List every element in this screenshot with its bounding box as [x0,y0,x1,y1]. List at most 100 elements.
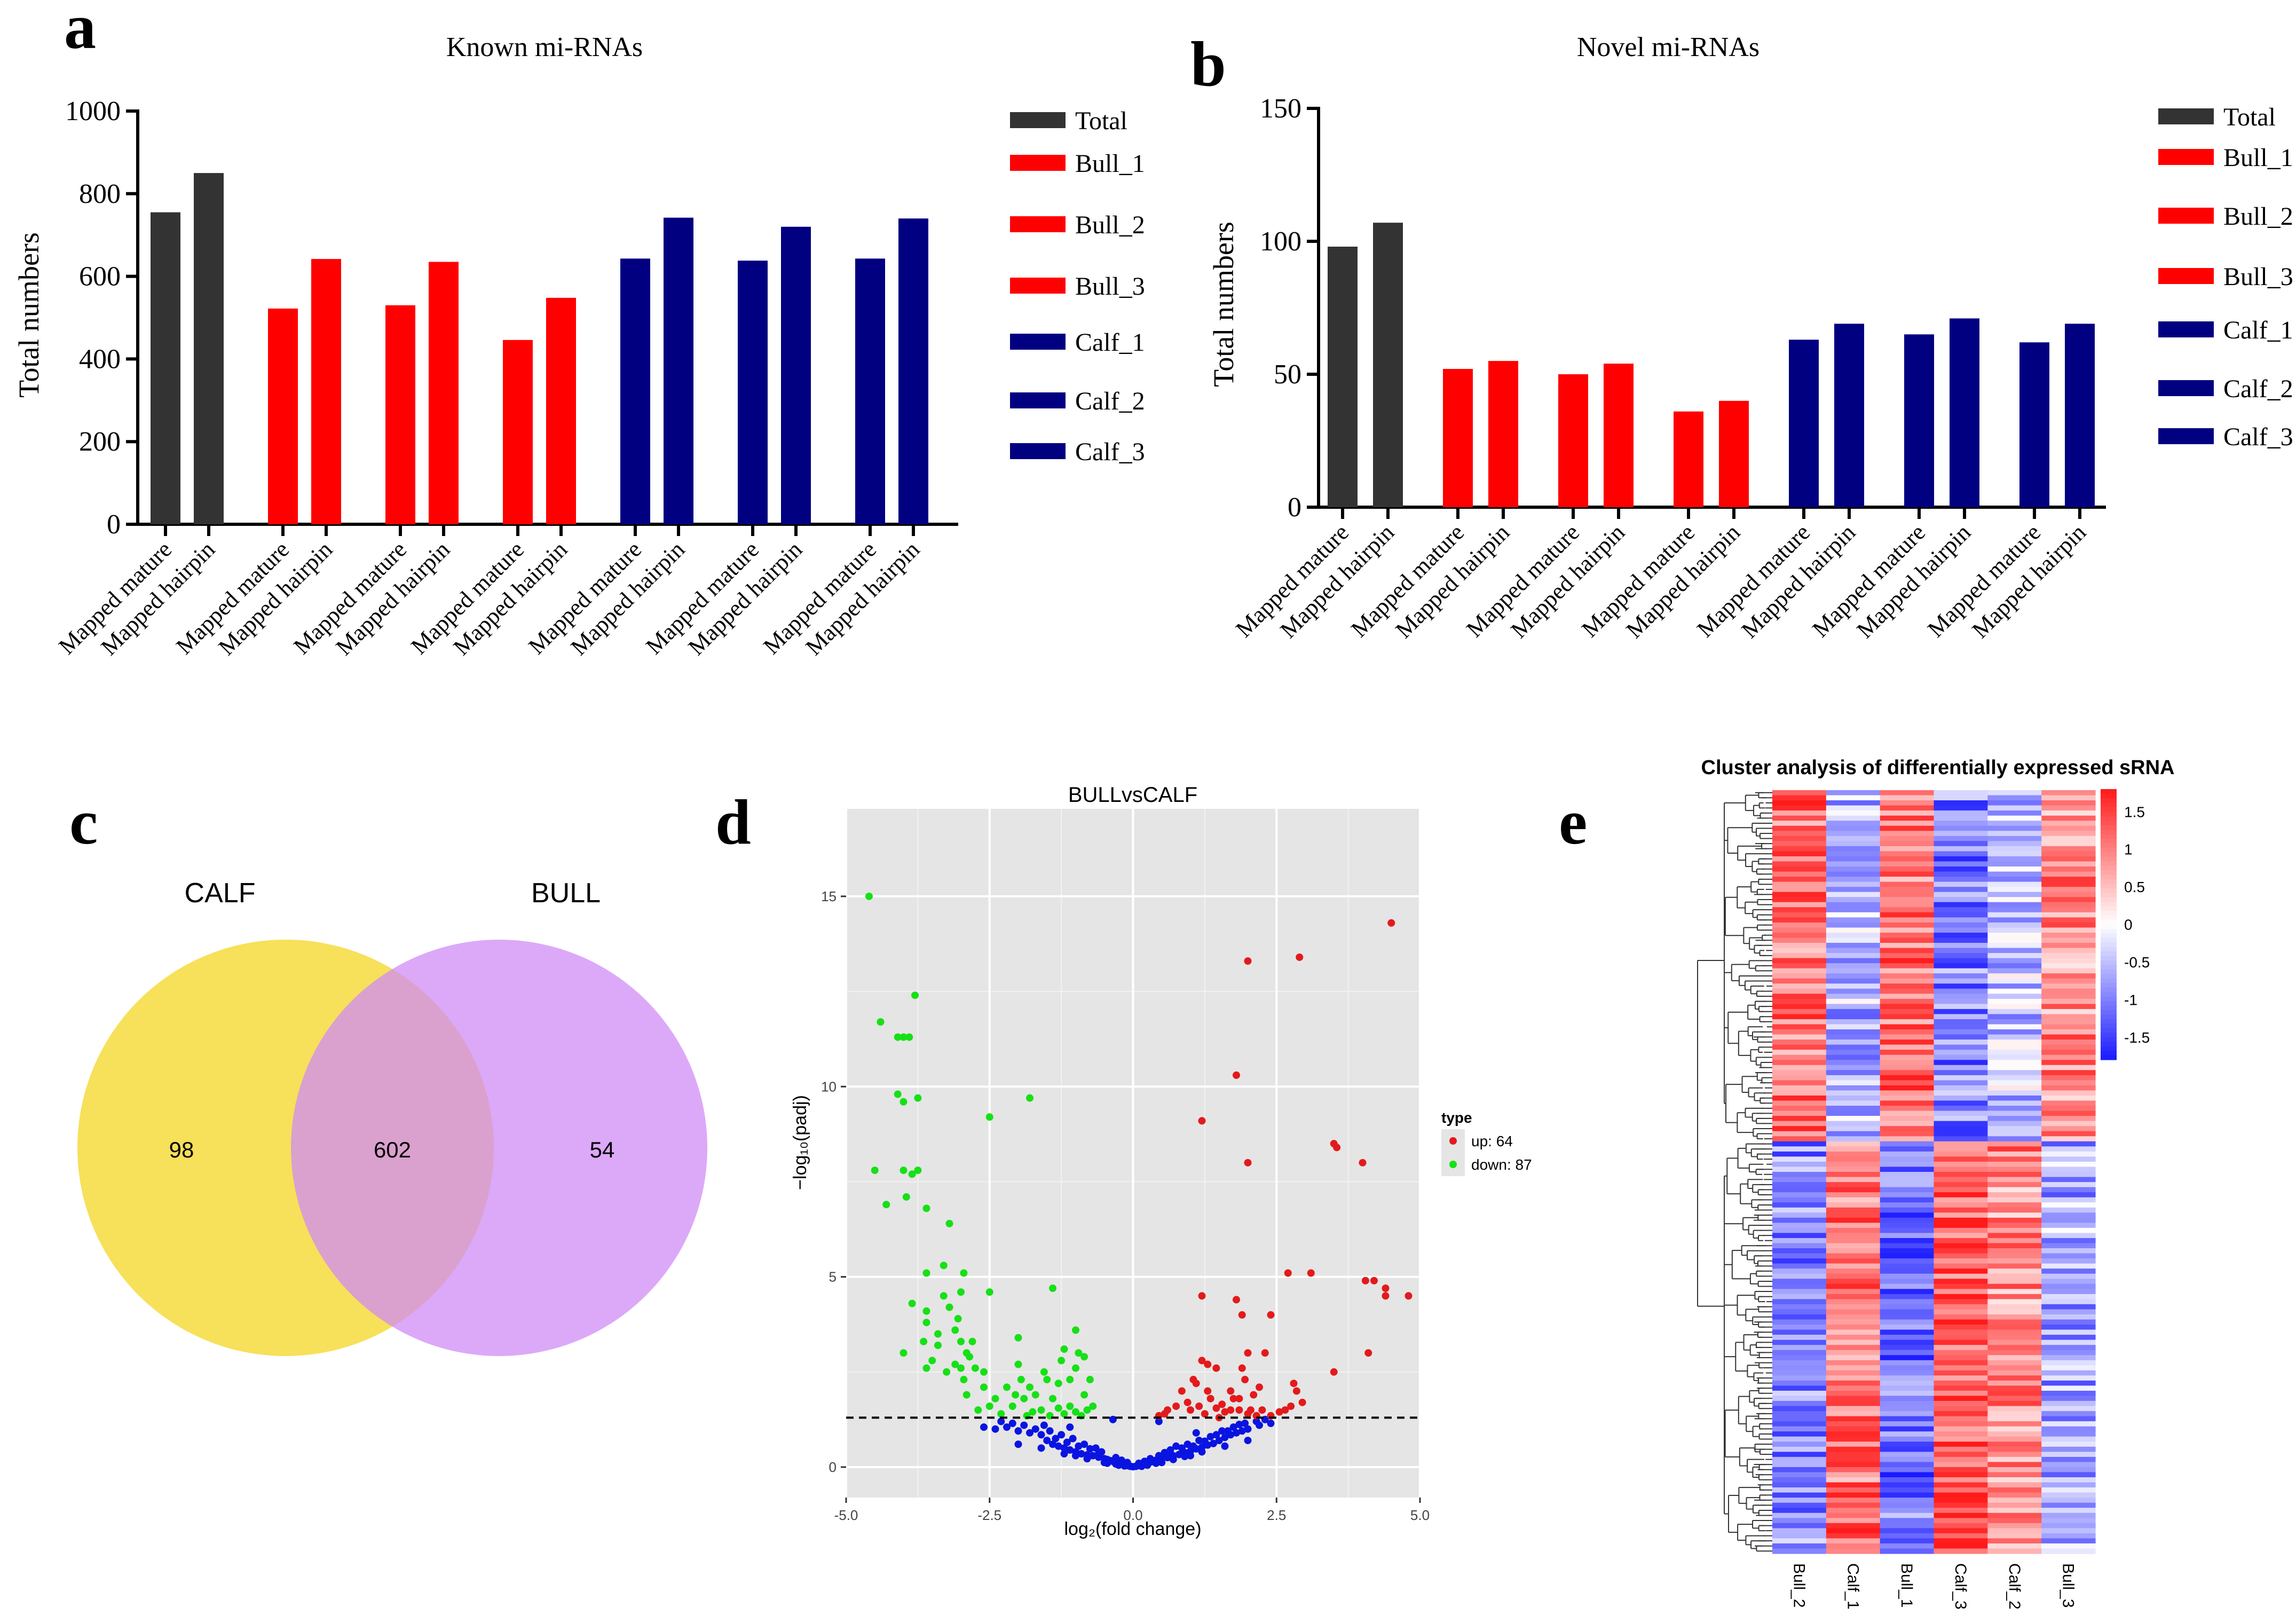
point-down [945,1303,953,1311]
heatmap-cell [2041,800,2096,806]
heatmap-cell [1880,1533,1935,1539]
heatmap-cell [1987,983,2042,989]
heatmap-cell [2041,1380,2096,1386]
legend-swatch-calf_3 [1010,443,1066,459]
colorbar-segment [2101,793,2117,799]
heatmap-cell [1987,1019,2042,1025]
heatmap-cell [1880,831,1935,837]
heatmap-cell [1826,1070,1881,1076]
heatmap-cell [2041,892,2096,897]
point-nosig [1155,1417,1163,1425]
heatmap-cell [1987,963,2042,969]
colorbar-segment [2101,821,2117,826]
heatmap-cell [1772,1462,1827,1468]
point-nosig [1241,1420,1249,1428]
heatmap-cell [2041,1411,2096,1417]
heatmap-cell [1826,1543,1881,1549]
heatmap-cell [2041,790,2096,796]
point-nosig [1060,1444,1068,1452]
heatmap-cell [1934,937,1988,943]
heatmap-cell [1987,1482,2042,1488]
heatmap-cell [1934,866,1988,872]
heatmap-cell [1880,1355,1935,1361]
heatmap-cell [1880,978,1935,984]
point-nosig [1183,1440,1192,1448]
heatmap-cell [1987,1416,2042,1422]
heatmap-cell [1880,1512,1935,1518]
heatmap-cell [2041,1212,2096,1218]
point-up [1187,1406,1194,1414]
heatmap-cell [1772,1294,1827,1299]
point-down [1003,1383,1011,1391]
bar-bull_2-mature [385,305,415,524]
heatmap-cell [1987,810,2042,816]
heatmap-cell [1987,927,2042,933]
heatmap-cell [1880,902,1935,908]
colorbar-segment [2101,970,2117,975]
heatmap-cell [1987,1523,2042,1529]
heatmap-cell [1987,1106,2042,1112]
heatmap-cell [1934,1360,1988,1366]
point-down [940,1292,948,1300]
point-down [922,1319,930,1327]
colorbar-segment [2101,996,2117,1002]
heatmap-cell [2041,1462,2096,1468]
heatmap-cell [1826,1167,1881,1172]
legend-swatch-total [1010,112,1066,128]
heatmap-cell [1826,1492,1881,1498]
heatmap-cell [1934,943,1988,949]
heatmap-cell [1934,1273,1988,1279]
heatmap-cell [1880,1136,1935,1142]
heatmap-cell [1772,1233,1827,1239]
heatmap-cell [1826,1034,1881,1040]
heatmap-cell [1826,1294,1881,1299]
heatmap-cell [2041,1401,2096,1407]
heatmap-cell [1772,887,1827,893]
heatmap-cell [1934,1131,1988,1137]
heatmap-cell [1934,1335,1988,1341]
heatmap-cell [1934,988,1988,994]
colorbar-tick-label: -0.5 [2124,954,2150,971]
bar-total-hairpin [194,173,224,525]
y-tick-label: 0 [107,509,121,540]
heatmap-cell [1772,922,1827,928]
heatmap-cell [1826,1401,1881,1407]
colorbar-segment [2101,843,2117,848]
point-nosig [1058,1431,1066,1439]
heatmap-cell [1826,983,1881,989]
heatmap-cell [1934,1060,1988,1066]
heatmap-cell [2041,922,2096,928]
heatmap-cell [2041,1396,2096,1401]
heatmap-cell [1880,1126,1935,1132]
heatmap-cell [2041,1314,2096,1320]
point-up [1298,1398,1306,1406]
heatmap-cell [1987,1396,2042,1401]
legend-swatch-bull_1 [1010,155,1066,171]
point-down [1072,1326,1079,1334]
heatmap-cell [1987,846,2042,852]
point-up [1364,1349,1372,1357]
heatmap-cell [1880,1243,1935,1249]
heatmap-cell [2041,1019,2096,1025]
heatmap-cell [1826,851,1881,857]
heatmap-cell [1772,1167,1827,1172]
heatmap-cell [1934,1269,1988,1274]
heatmap-cell [1934,1309,1988,1315]
heatmap-cell [2041,1523,2096,1529]
heatmap-cell [1987,1141,2042,1147]
heatmap-cell [1880,1456,1935,1462]
point-nosig [1115,1461,1123,1469]
heatmap-cell [1880,932,1935,939]
heatmap-cell [1772,1065,1827,1070]
heatmap-cell [1772,1269,1827,1274]
heatmap-cell [1934,815,1988,821]
heatmap-cell [1826,1161,1881,1168]
heatmap-cell [2041,1238,2096,1244]
colorbar-segment [2101,947,2117,952]
heatmap-cell [1880,1217,1935,1223]
heatmap-cell [1880,1207,1935,1213]
heatmap-cell [2041,1431,2096,1437]
heatmap-cell [1934,1085,1988,1091]
colorbar-segment [2101,942,2117,948]
heatmap-cell [1826,1004,1881,1010]
